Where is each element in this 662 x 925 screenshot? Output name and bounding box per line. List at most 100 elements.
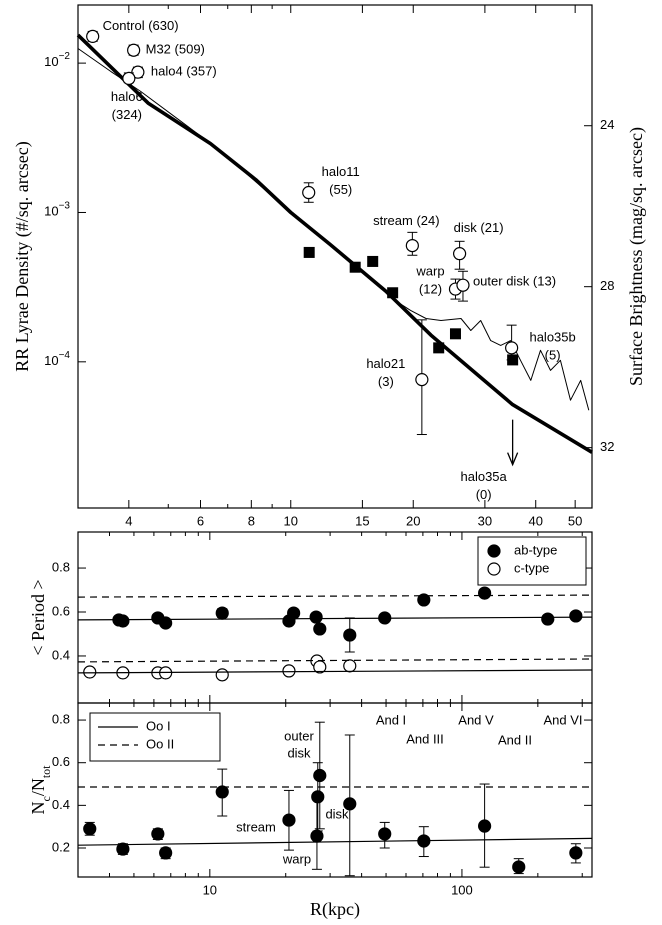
y-tick-label: 10−3 xyxy=(44,200,70,219)
y-tick-label: 0.2 xyxy=(52,839,70,854)
point-label: halo11 xyxy=(322,164,360,179)
point-label: Control (630) xyxy=(103,18,179,33)
y2-tick-label: 28 xyxy=(600,278,614,293)
annotation: And VI xyxy=(543,712,582,727)
point-label: halo6 xyxy=(111,89,143,104)
data-point xyxy=(215,668,229,682)
data-point xyxy=(83,822,97,836)
x-tick-label: 4 xyxy=(125,513,132,528)
data-point xyxy=(303,246,315,258)
tick-base: 10 xyxy=(44,353,58,368)
point-label: stream (24) xyxy=(373,213,439,228)
data-point xyxy=(302,185,316,200)
data-point xyxy=(215,606,229,620)
tick-exponent: −3 xyxy=(59,200,71,211)
data-point xyxy=(387,287,399,299)
x-tick-label: 8 xyxy=(248,513,255,528)
x-tick-label: 50 xyxy=(568,513,582,528)
point-label: halo35a xyxy=(460,469,507,484)
plot-frame xyxy=(77,4,593,509)
point-label: M32 (509) xyxy=(146,42,205,57)
data-point xyxy=(122,71,136,86)
y-tick-label: 0.4 xyxy=(52,647,70,662)
axis-label-part: N xyxy=(28,802,48,815)
y2-tick-label: 24 xyxy=(600,117,614,132)
legend-label: Oo II xyxy=(146,736,174,751)
data-point xyxy=(417,593,431,607)
data-point xyxy=(405,239,419,253)
x-tick-label: 10 xyxy=(284,513,298,528)
point-label: outer disk (13) xyxy=(473,274,556,289)
data-point xyxy=(159,846,173,860)
annotation: stream xyxy=(236,819,276,834)
data-point xyxy=(505,341,519,355)
legend-box xyxy=(89,712,221,762)
data-point xyxy=(287,606,301,620)
point-label: halo4 (357) xyxy=(151,64,217,79)
annotation: And I xyxy=(376,712,406,727)
y-tick-label: 10−4 xyxy=(44,349,70,368)
data-point xyxy=(159,616,173,630)
data-point xyxy=(415,373,429,387)
line-series xyxy=(77,658,593,663)
legend-swatch xyxy=(487,562,501,576)
legend-box xyxy=(477,536,587,586)
point-label: (3) xyxy=(378,374,394,389)
y-tick-label: 0.6 xyxy=(52,754,70,769)
panel: 10 100 0.2 0.4 0.6 0.8 Nc/Ntot R(kpc) stream oute… xyxy=(28,702,593,920)
x-tick-label: 20 xyxy=(406,513,420,528)
point-label: (55) xyxy=(329,182,352,197)
point-label: disk (21) xyxy=(454,220,504,235)
line-series xyxy=(77,837,593,846)
data-point xyxy=(569,846,583,860)
data-point xyxy=(313,622,327,636)
data-point xyxy=(282,664,296,678)
data-point xyxy=(378,827,392,841)
data-point xyxy=(478,586,492,600)
point-label: (12) xyxy=(419,282,442,297)
y-axis-label: Nc/Ntot xyxy=(28,765,53,815)
line-series xyxy=(77,616,593,621)
data-point xyxy=(478,819,492,833)
x-tick-label: 30 xyxy=(478,513,492,528)
y-tick-label: 0.8 xyxy=(52,711,70,726)
y-axis-label: < Period > xyxy=(28,579,48,655)
data-point xyxy=(313,768,327,783)
data-point xyxy=(131,65,145,79)
data-point xyxy=(569,609,583,623)
point-label: warp xyxy=(415,264,444,279)
line-series xyxy=(77,48,590,411)
annotation: outer xyxy=(284,728,314,743)
annotation: disk xyxy=(287,745,311,760)
axis-label-part: tot xyxy=(39,765,53,778)
point-label: (324) xyxy=(112,107,142,122)
data-point xyxy=(349,261,361,273)
y-tick-label: 10−2 xyxy=(44,51,70,70)
data-point xyxy=(456,278,470,292)
tick-exponent: −4 xyxy=(59,349,71,360)
arrow-head xyxy=(507,452,519,467)
axis-label-part: c xyxy=(39,796,53,801)
legend-label: ab-type xyxy=(514,542,557,557)
line-series xyxy=(77,669,593,674)
data-point xyxy=(83,665,97,679)
data-point xyxy=(282,813,296,827)
x-tick-label: 10 xyxy=(203,882,217,897)
y-tick-label: 0.6 xyxy=(52,603,70,618)
tick-base: 10 xyxy=(44,55,58,70)
x-tick-label: 100 xyxy=(451,882,473,897)
annotation: warp xyxy=(282,851,311,866)
data-point xyxy=(215,785,229,799)
point-label: (5) xyxy=(545,347,561,362)
x-tick-label: 15 xyxy=(355,513,369,528)
x-axis-label: R(kpc) xyxy=(310,899,360,920)
plot-frame xyxy=(77,702,593,878)
annotation: And III xyxy=(406,731,444,746)
point-label: (0) xyxy=(476,487,492,502)
legend-label: c-type xyxy=(514,560,549,575)
line-series xyxy=(76,33,593,454)
y-tick-label: 0.4 xyxy=(52,797,70,812)
annotation: disk xyxy=(325,806,349,821)
